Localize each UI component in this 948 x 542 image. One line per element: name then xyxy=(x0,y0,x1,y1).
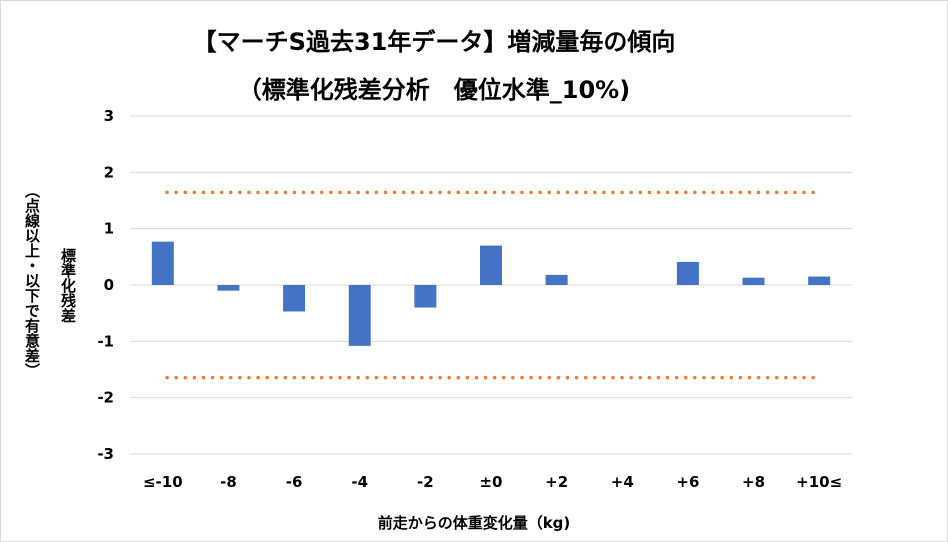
x-tick-label: ±0 xyxy=(479,473,502,491)
x-tick-label: +2 xyxy=(545,473,568,491)
y-axis-sublabel: （点線以上・以下で有意差） xyxy=(23,182,41,378)
x-tick-label: -8 xyxy=(220,473,237,491)
x-axis-label: 前走からの体重変化量（kg) xyxy=(377,514,571,532)
y-axis-label-wrap: 標準化残差 xyxy=(58,225,88,345)
bar xyxy=(414,285,437,308)
y-tick-label: 0 xyxy=(104,276,114,294)
bar xyxy=(283,285,306,312)
y-axis-sublabel-wrap: （点線以上・以下で有意差） xyxy=(22,130,52,430)
x-tick-label: ≤-10 xyxy=(143,473,183,491)
x-tick-label: -6 xyxy=(286,473,303,491)
y-axis-label: 標準化残差 xyxy=(59,247,77,323)
chart-title-line2: （標準化残差分析 優位水準_10%) xyxy=(237,76,631,104)
x-tick-label: -2 xyxy=(417,473,434,491)
y-tick-label: -3 xyxy=(97,445,114,463)
bar xyxy=(676,261,699,285)
bar xyxy=(808,276,831,285)
bar xyxy=(348,285,371,346)
y-tick-label: -1 xyxy=(97,332,114,350)
chart-title-line1: 【マーチS過去31年データ】増減量毎の傾向 xyxy=(192,28,676,56)
bar xyxy=(545,274,568,285)
x-tick-label: -4 xyxy=(351,473,368,491)
y-tick-label: 1 xyxy=(104,220,114,238)
x-tick-label: +10≤ xyxy=(796,473,842,491)
x-tick-label: +4 xyxy=(611,473,634,491)
bar xyxy=(742,277,765,285)
y-tick-label: -2 xyxy=(97,389,114,407)
y-tick-label: 2 xyxy=(104,163,114,181)
bar xyxy=(480,245,502,285)
y-tick-label: 3 xyxy=(104,107,114,125)
x-tick-label: +8 xyxy=(742,473,765,491)
x-tick-label: +6 xyxy=(676,473,699,491)
bar xyxy=(217,285,240,291)
bar xyxy=(151,241,174,285)
